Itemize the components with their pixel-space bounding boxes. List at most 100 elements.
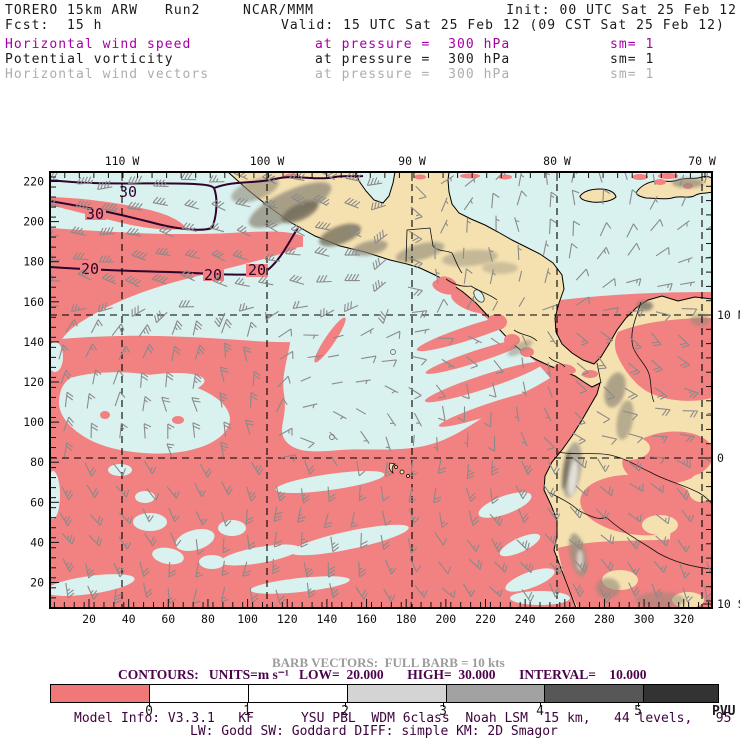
wind-barb [518,508,530,524]
wind-barb [171,345,181,362]
wind-barb [111,323,125,337]
wind-barb [572,432,586,445]
wind-barb [314,246,330,257]
wind-barb [411,310,428,319]
wind-barb [385,436,392,452]
wind-barb [113,562,125,578]
wind-barb [600,331,614,345]
wind-barb [678,257,693,264]
wind-barb [433,488,442,504]
wind-barb [192,320,203,336]
wind-barb [651,332,662,347]
colorbar-label: 1 [243,704,251,719]
wind-barb [75,200,92,210]
wind-barb [489,488,499,505]
wind-barb [599,222,612,237]
wind-barb [408,386,422,400]
wind-barb [677,539,690,553]
axis-ticks [51,173,711,607]
wind-barb [278,328,293,338]
wind-barb [155,247,171,256]
wind-barb [410,460,418,477]
wind-barb [409,230,423,244]
wind-barb [307,354,323,360]
wind-barb [327,486,336,503]
wind-barb [436,298,449,313]
svg-text:100: 100 [237,612,258,626]
wind-barb [214,312,226,328]
wind-barb [491,192,500,209]
galapagos-islands [388,462,410,478]
wind-barb [380,486,390,502]
wind-barb [115,485,130,498]
wind-barb [238,302,254,312]
wind-barb [246,534,256,551]
wind-barb [275,398,288,413]
svg-text:60: 60 [30,495,44,509]
wind-barb [626,537,640,550]
wind-barb [192,373,202,389]
wind-barb [517,244,522,261]
wind-barb [126,227,142,237]
wind-barb [516,539,530,551]
wind-barb [457,406,466,422]
wind-barb [679,433,695,443]
wind-barb [518,296,526,307]
wind-barb [366,177,383,186]
wind-barb [568,243,578,259]
wind-barb [303,562,314,578]
wind-barb [143,582,153,598]
wind-barb [548,583,561,598]
wind-barb [219,392,228,408]
wind-barb [493,359,504,374]
svg-text:120: 120 [23,375,44,389]
wind-barb [627,242,641,256]
contour-label: 30 [86,205,104,223]
wind-barb [518,172,525,187]
wind-barb [572,220,581,237]
model-grid: 15km ARW [67,3,139,18]
wind-barb [84,462,97,477]
wind-barb [306,582,316,599]
wind-barb [112,369,124,385]
svg-text:40: 40 [30,535,44,549]
wind-barb [629,483,644,492]
wind-barb [358,485,367,502]
wind-barb [464,432,469,448]
svg-text:260: 260 [554,612,575,626]
wind-barb [330,456,338,466]
wind-barb [356,460,366,477]
wind-barb [465,355,479,369]
svg-text:20: 20 [82,612,96,626]
wind-barb [568,539,583,550]
wind-barb [676,458,691,469]
wind-barb [408,487,417,503]
wind-barb [657,283,673,291]
wind-barb [679,563,691,579]
wind-barb [131,305,146,317]
wind-barb [180,269,195,282]
wind-barb [195,562,203,578]
wind-barb [355,408,367,415]
wind-barb [92,369,102,385]
wind-barb [249,391,258,408]
wind-barb [437,458,447,475]
wind-barb [514,406,520,422]
wind-barb [706,224,712,231]
wind-barb [139,561,150,577]
wind-barb [344,273,360,282]
wind-barb [466,463,475,480]
wind-barb [224,342,232,359]
wind-barb [63,416,75,432]
wind-barb [304,460,316,475]
wind-barb [466,217,471,233]
wind-barb [119,422,128,439]
wind-barb [184,249,200,260]
wind-barb [199,463,212,478]
wind-barb [290,224,305,237]
wind-barb [302,403,318,409]
wind-barb [549,191,558,208]
wind-barb [547,386,553,398]
model-info-line1: Model Info: V3.3.1 KF YSU PBL WDM 6class… [74,711,740,726]
wind-barb [119,512,133,524]
